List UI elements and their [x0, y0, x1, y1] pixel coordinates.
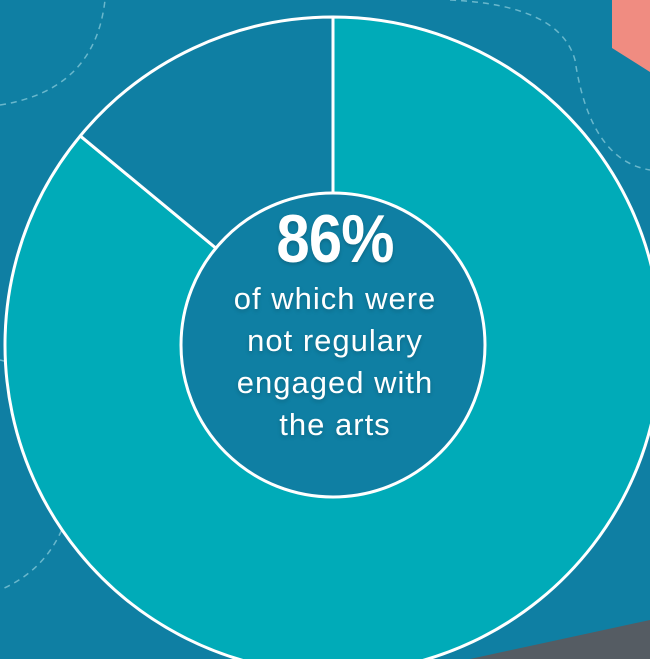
- dark-corner-shape: [470, 620, 650, 659]
- donut-inner-circle: [179, 191, 487, 499]
- percentage-caption: of which were not regulary engaged with …: [233, 281, 437, 442]
- donut-slice-1: [3, 15, 650, 659]
- dashed-curve-top-right: [449, 0, 650, 171]
- dashed-curve-top-left: [0, 0, 106, 106]
- center-label: 86% of which were not regulary engaged w…: [175, 200, 495, 446]
- percentage-value: 86%: [276, 201, 394, 277]
- accent-corner-shape: [612, 0, 650, 72]
